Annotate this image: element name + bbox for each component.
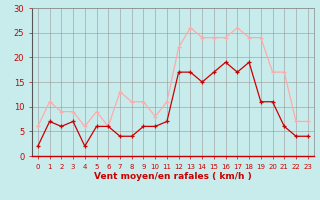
X-axis label: Vent moyen/en rafales ( km/h ): Vent moyen/en rafales ( km/h )	[94, 172, 252, 181]
